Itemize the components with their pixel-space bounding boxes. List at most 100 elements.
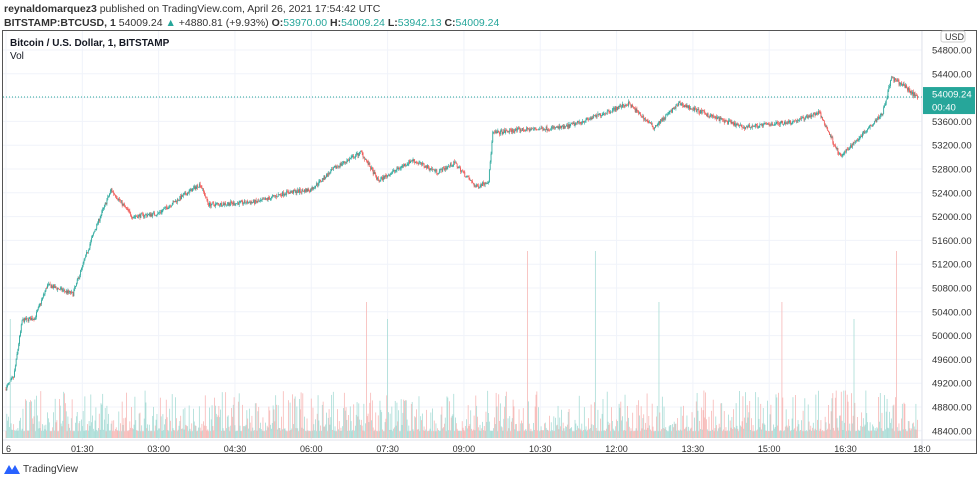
candle-body [543, 129, 545, 131]
volume-bar [395, 425, 397, 438]
volume-bar [203, 421, 204, 438]
volume-bar [631, 430, 633, 438]
candle-body [618, 105, 620, 109]
candle-body [527, 128, 529, 130]
volume-bar [611, 420, 613, 438]
volume-bar [615, 426, 617, 438]
volume-bar [320, 425, 322, 438]
volume-bar [237, 430, 238, 438]
tradingview-logo[interactable]: TradingView [4, 463, 78, 475]
volume-bar [663, 406, 665, 438]
volume-bar [250, 431, 252, 438]
candle-body [794, 120, 796, 122]
candle-body [562, 125, 564, 129]
candle-body [808, 116, 810, 118]
volume-bar [263, 431, 265, 438]
candle-body [225, 203, 227, 205]
volume-bar [746, 405, 748, 438]
volume-bar [421, 413, 423, 438]
volume-bar [627, 405, 628, 438]
candle-body [385, 175, 387, 177]
volume-bar [244, 426, 246, 438]
volume-bar [559, 417, 561, 438]
volume-bar [664, 428, 666, 438]
volume-bar [24, 431, 26, 438]
candle-body [643, 115, 645, 120]
volume-bar [601, 413, 603, 438]
candle-body [566, 125, 568, 128]
x-tick-label: 04:30 [224, 444, 247, 454]
volume-bar [639, 431, 641, 438]
volume-bar [754, 431, 756, 438]
candle-body [545, 126, 547, 130]
volume-bar [745, 392, 746, 438]
volume-bar [625, 430, 627, 438]
candle-body [499, 130, 501, 135]
candle-body [355, 153, 357, 157]
candle-body [409, 160, 411, 164]
candle-body [844, 151, 846, 154]
volume-bar [737, 428, 739, 438]
volume-bar [735, 403, 737, 438]
volume-bar [10, 423, 12, 438]
candle-body [913, 92, 915, 97]
volume-bar [210, 419, 212, 438]
volume-bar [567, 412, 569, 438]
candle-body [778, 123, 779, 124]
candle-body [455, 162, 457, 164]
candle-body [433, 169, 435, 172]
candle-body [376, 175, 377, 180]
volume-bar [392, 431, 394, 438]
candle-body [768, 124, 770, 126]
candle-body [124, 204, 126, 207]
candle-body [915, 95, 917, 96]
volume-bar [193, 421, 195, 438]
candle-body [566, 125, 567, 127]
candle-body [867, 128, 868, 131]
candle-body [372, 169, 374, 175]
volume-bar [409, 431, 411, 438]
candle-body [276, 196, 278, 198]
volume-bar [538, 407, 539, 438]
volume-bar [321, 430, 322, 438]
candle-body [357, 153, 359, 156]
candle-body [653, 127, 655, 130]
candle-body [184, 192, 186, 194]
candle-body [144, 214, 146, 217]
candle-body [68, 290, 70, 293]
volume-bar [893, 404, 895, 438]
volume-bar [367, 413, 369, 438]
candle-body [390, 174, 392, 175]
volume-bar [178, 425, 180, 438]
volume-bar [428, 430, 430, 438]
candle-body [884, 103, 886, 106]
candle-body [233, 202, 235, 205]
candle-body [361, 151, 363, 153]
candle-body [23, 319, 25, 323]
volume-bar [449, 430, 451, 438]
candle-body [475, 185, 477, 187]
candle-body [155, 215, 157, 217]
volume-bar [830, 411, 832, 438]
volume-bar [643, 414, 645, 438]
candle-body [892, 77, 894, 79]
volume-bar [336, 431, 338, 438]
candle-body [30, 317, 31, 321]
candle-body [310, 189, 312, 191]
candle-body [434, 170, 436, 172]
volume-bar [310, 431, 311, 438]
candle-body [878, 116, 879, 119]
candle-body [263, 198, 265, 200]
volume-bar [232, 404, 234, 438]
volume-bar [566, 426, 567, 438]
candle-body [565, 126, 567, 127]
volume-bar [151, 431, 153, 438]
candle-body [702, 110, 704, 112]
candle-body [25, 318, 26, 321]
volume-bar [182, 409, 184, 438]
candle-body [531, 128, 533, 130]
volume-bar [790, 431, 791, 438]
candle-body [226, 204, 228, 205]
candle-body [399, 168, 400, 169]
